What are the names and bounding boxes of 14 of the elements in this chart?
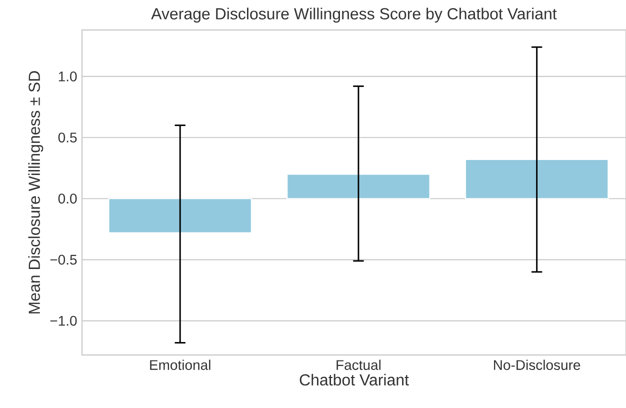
y-tick-label: 0.0 [58, 194, 77, 204]
bar [108, 198, 252, 234]
chart-title: Average Disclosure Willingness Score by Chatbot Variant [151, 8, 557, 23]
x-axis-title: Chatbot Variant [300, 374, 409, 386]
y-tick-label: −0.5 [50, 254, 77, 265]
x-tick-label: No-Disclosure [494, 360, 580, 370]
y-tick-label: −1.0 [50, 316, 77, 326]
bar [286, 174, 430, 200]
y-tick-label: 0.5 [58, 132, 77, 142]
y-axis-title: Mean Disclosure Willingness ± SD [28, 71, 44, 314]
y-tick-label: 1.0 [58, 71, 77, 82]
bar [464, 158, 609, 200]
x-tick-label: Emotional [150, 360, 210, 370]
x-tick-label: Factual [336, 360, 380, 370]
